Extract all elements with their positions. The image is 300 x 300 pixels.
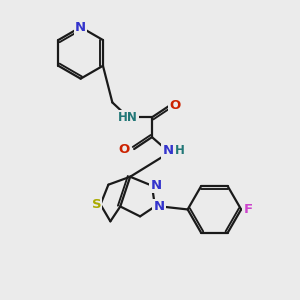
Text: HN: HN bbox=[118, 111, 138, 124]
Text: N: N bbox=[150, 179, 161, 192]
Text: O: O bbox=[118, 142, 129, 155]
Text: O: O bbox=[169, 99, 180, 112]
Text: F: F bbox=[244, 203, 253, 216]
Text: S: S bbox=[92, 198, 101, 211]
Text: N: N bbox=[153, 200, 164, 213]
Text: H: H bbox=[175, 145, 185, 158]
Text: N: N bbox=[162, 145, 173, 158]
Text: N: N bbox=[75, 21, 86, 34]
